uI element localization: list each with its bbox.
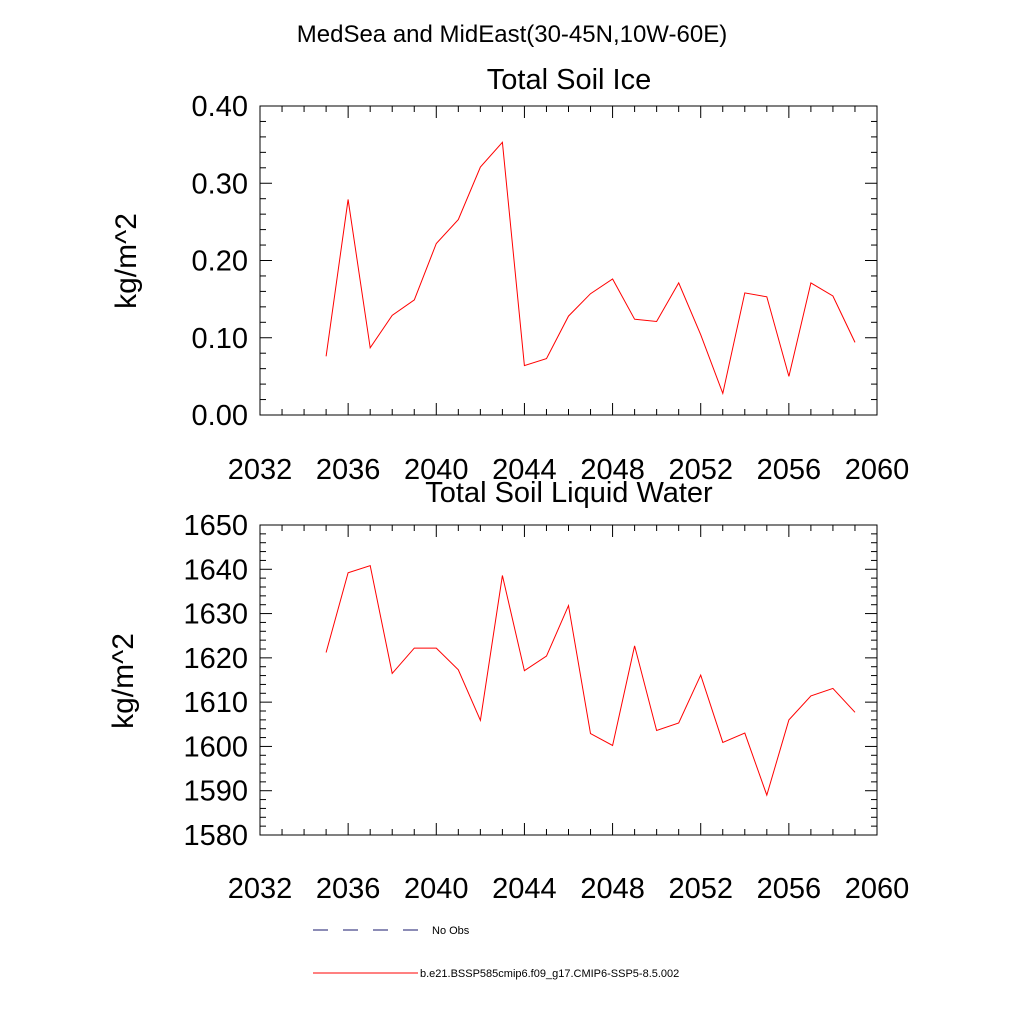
y-tick-label-soil-liquid-water: 1630: [183, 599, 248, 631]
x-tick-label-soil-liquid-water: 2060: [845, 873, 910, 905]
y-axis-label-soil-ice: kg/m^2: [110, 213, 143, 309]
x-tick-label-soil-ice: 2036: [316, 454, 381, 486]
x-tick-label-soil-liquid-water: 2056: [757, 873, 822, 905]
y-tick-label-soil-liquid-water: 1650: [183, 510, 248, 542]
legend-label-no-obs: No Obs: [432, 925, 470, 937]
x-tick-label-soil-liquid-water: 2052: [668, 873, 733, 905]
series-line-soil-liquid-water: [325, 565, 856, 797]
series-line-soil-ice: [325, 141, 856, 396]
legend: No Obs b.e21.BSSP585cmip6.f09_g17.CMIP6-…: [313, 925, 679, 980]
y-tick-label-soil-ice: 0.40: [192, 91, 248, 123]
x-tick-label-soil-ice: 2052: [668, 454, 733, 486]
y-tick-label-soil-ice: 0.30: [192, 168, 248, 200]
x-tick-label-soil-liquid-water: 2032: [228, 873, 293, 905]
x-tick-label-soil-ice: 2056: [757, 454, 822, 486]
figure-title: MedSea and MidEast(30-45N,10W-60E): [297, 21, 727, 48]
x-tick-label-soil-liquid-water: 2048: [580, 873, 645, 905]
y-tick-label-soil-ice: 0.10: [192, 323, 248, 355]
x-tick-label-soil-ice: 2032: [228, 454, 293, 486]
x-tick-label-soil-ice: 2060: [845, 454, 910, 486]
y-tick-label-soil-liquid-water: 1620: [183, 643, 248, 675]
panel-total-soil-ice: Total Soil Ice kg/m^2 2032 2036 2040 2044 20…: [110, 64, 909, 486]
y-tick-label-soil-liquid-water: 1640: [183, 554, 248, 586]
x-tick-label-soil-liquid-water: 2040: [404, 873, 469, 905]
legend-label-model-run: b.e21.BSSP585cmip6.f09_g17.CMIP6-SSP5-8.…: [420, 968, 679, 980]
x-tick-label-soil-ice: 2048: [580, 454, 645, 486]
x-tick-label-soil-ice: 2040: [404, 454, 469, 486]
panel-total-soil-liquid-water: Total Soil Liquid Water kg/m^2 2032 2036 2…: [107, 477, 909, 905]
y-tick-label-soil-liquid-water: 1600: [183, 731, 248, 763]
panel-title-soil-liquid-water: Total Soil Liquid Water: [425, 477, 713, 509]
y-axis-label-soil-liquid-water: kg/m^2: [107, 633, 140, 729]
panel-title-soil-ice: Total Soil Ice: [487, 64, 651, 96]
y-tick-label-soil-liquid-water: 1580: [183, 820, 248, 852]
y-tick-label-soil-liquid-water: 1610: [183, 687, 248, 719]
x-tick-label-soil-liquid-water: 2036: [316, 873, 381, 905]
y-tick-label-soil-ice: 0.20: [192, 246, 248, 278]
x-tick-label-soil-liquid-water: 2044: [492, 873, 557, 905]
plot-frame-soil-ice: [259, 105, 878, 416]
x-tick-label-soil-ice: 2044: [492, 454, 557, 486]
y-tick-label-soil-liquid-water: 1590: [183, 776, 248, 808]
y-tick-label-soil-ice: 0.00: [192, 400, 248, 432]
